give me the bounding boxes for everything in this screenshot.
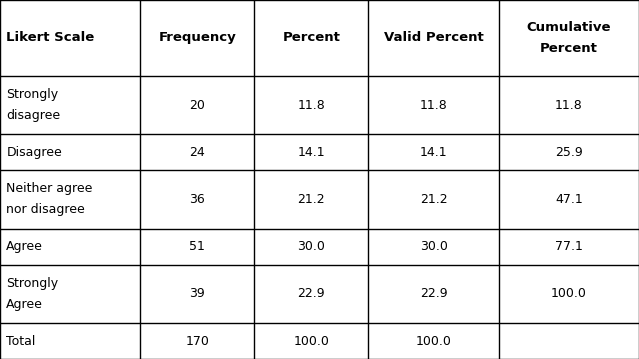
Text: 100.0: 100.0 — [416, 335, 452, 348]
Text: 36: 36 — [189, 193, 205, 206]
Text: Total: Total — [6, 335, 36, 348]
Text: 11.8: 11.8 — [555, 98, 583, 112]
Text: 47.1: 47.1 — [555, 193, 583, 206]
Text: 21.2: 21.2 — [298, 193, 325, 206]
Text: 100.0: 100.0 — [293, 335, 329, 348]
Text: 30.0: 30.0 — [297, 240, 325, 253]
Text: 11.8: 11.8 — [298, 98, 325, 112]
Text: 30.0: 30.0 — [420, 240, 447, 253]
Text: 22.9: 22.9 — [298, 287, 325, 300]
Text: Frequency: Frequency — [158, 31, 236, 45]
Text: 100.0: 100.0 — [551, 287, 587, 300]
Text: 77.1: 77.1 — [555, 240, 583, 253]
Text: 22.9: 22.9 — [420, 287, 447, 300]
Text: 21.2: 21.2 — [420, 193, 447, 206]
Text: 25.9: 25.9 — [555, 146, 583, 159]
Text: Disagree: Disagree — [6, 146, 62, 159]
Text: 39: 39 — [189, 287, 205, 300]
Text: Strongly
Agree: Strongly Agree — [6, 277, 59, 311]
Text: Likert Scale: Likert Scale — [6, 31, 95, 45]
Text: Cumulative
Percent: Cumulative Percent — [527, 21, 611, 55]
Text: 20: 20 — [189, 98, 205, 112]
Text: Percent: Percent — [282, 31, 341, 45]
Text: Agree: Agree — [6, 240, 43, 253]
Text: 24: 24 — [189, 146, 205, 159]
Text: Neither agree
nor disagree: Neither agree nor disagree — [6, 182, 93, 216]
Text: 51: 51 — [189, 240, 205, 253]
Text: 170: 170 — [185, 335, 209, 348]
Text: 11.8: 11.8 — [420, 98, 447, 112]
Text: Valid Percent: Valid Percent — [384, 31, 484, 45]
Text: Strongly
disagree: Strongly disagree — [6, 88, 61, 122]
Text: 14.1: 14.1 — [298, 146, 325, 159]
Text: 14.1: 14.1 — [420, 146, 447, 159]
